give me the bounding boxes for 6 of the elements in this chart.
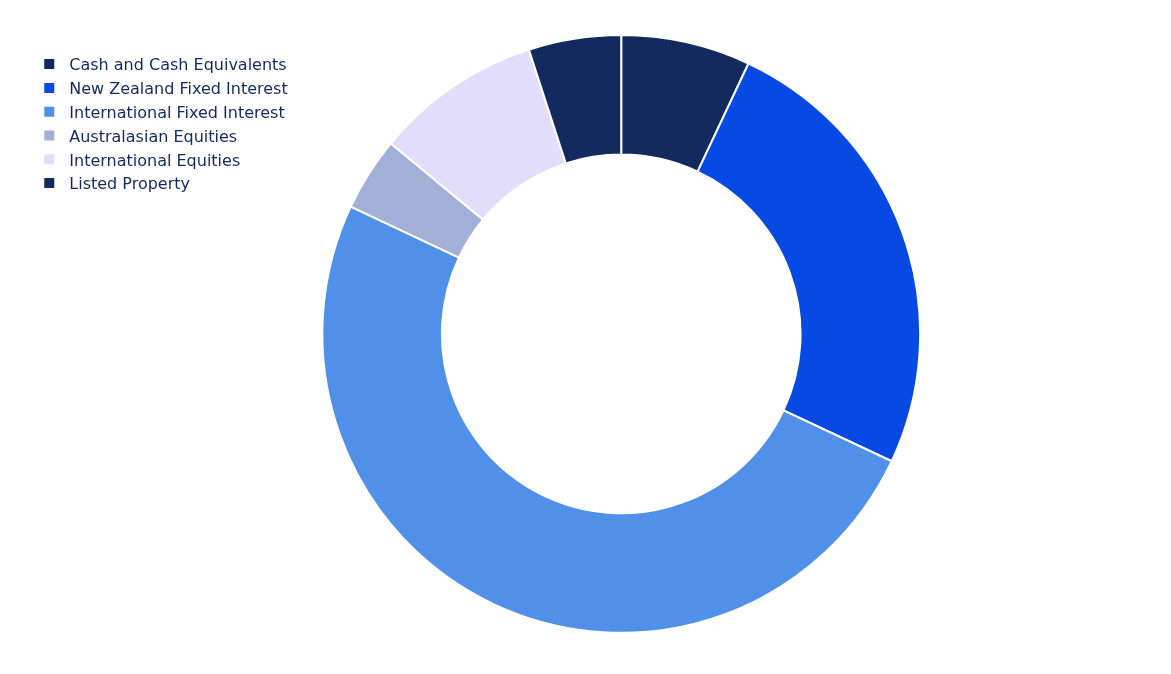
legend-label: Cash and Cash Equivalents [69,55,287,75]
legend-label: Australasian Equities [69,126,238,146]
legend-label: Listed Property [69,174,191,194]
legend-label: International Equities [69,150,241,170]
legend-label: International Fixed Interest [69,102,285,122]
legend-label: New Zealand Fixed Interest [69,79,288,99]
